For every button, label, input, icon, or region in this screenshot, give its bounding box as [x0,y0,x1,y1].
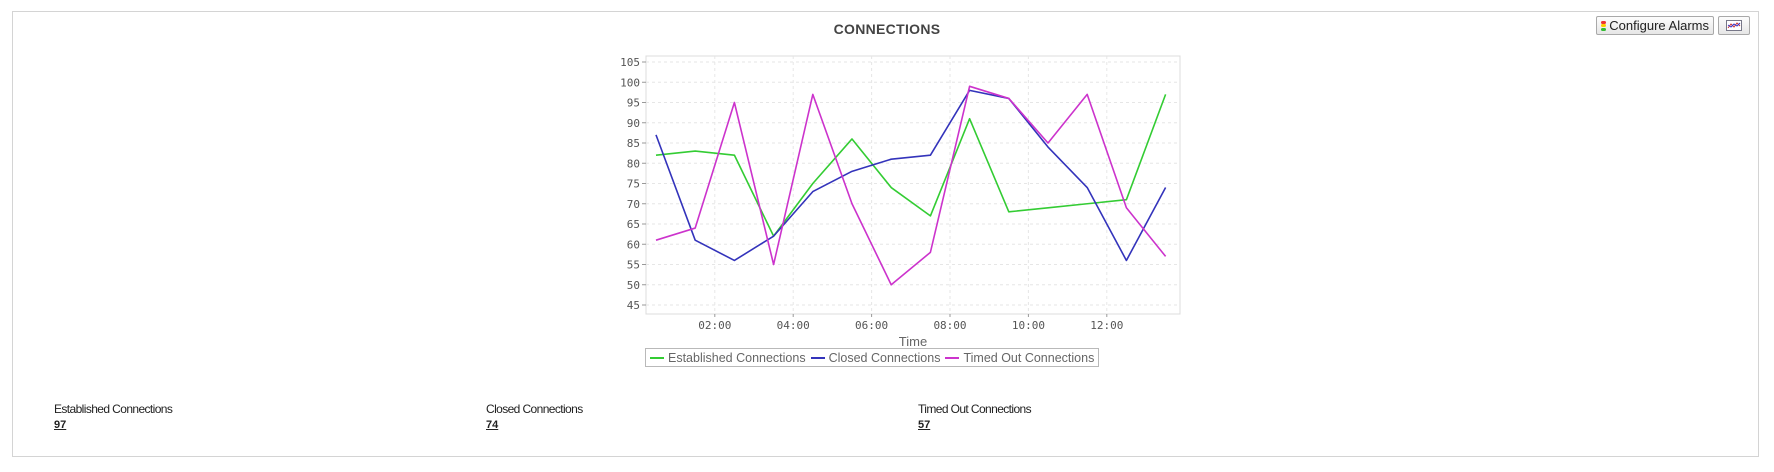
x-tick-label: 10:00 [1012,319,1045,332]
line-graph-icon [1726,20,1742,31]
summary-value-link[interactable]: 74 [486,419,499,431]
legend-item: Timed Out Connections [945,351,1094,365]
x-tick-label: 08:00 [933,319,966,332]
x-tick-label: 12:00 [1090,319,1123,332]
y-tick-label: 75 [627,178,640,191]
traffic-light-icon [1601,20,1607,31]
graph-view-button[interactable] [1718,16,1750,35]
legend-swatch [650,356,664,359]
y-tick-label: 105 [620,56,640,69]
summary-label: Timed Out Connections [918,402,1032,416]
chart-title: CONNECTIONS [833,21,941,37]
summary-value-link[interactable]: 97 [54,419,67,431]
y-tick-label: 100 [620,76,640,89]
y-tick-label: 90 [627,117,640,130]
legend-swatch [810,356,825,359]
y-tick-label: 95 [627,97,640,110]
x-tick-label: 06:00 [855,319,888,332]
x-axis-title: Time [899,334,927,349]
summary-timed-out: Timed Out Connections 57 [918,402,1032,431]
y-tick-label: 70 [627,198,640,211]
series-line [655,94,1167,237]
plot-area [645,55,1181,315]
y-tick-label: 55 [627,259,640,272]
legend-label: Timed Out Connections [963,350,1095,365]
configure-alarms-button[interactable]: Configure Alarms [1596,16,1714,35]
y-tick-label: 85 [627,137,640,150]
summary-established: Established Connections 97 [54,402,173,431]
summary-closed: Closed Connections 74 [486,402,583,431]
configure-alarms-label: Configure Alarms [1609,18,1709,33]
legend-item: Established Connections [650,351,806,365]
summary-label: Closed Connections [486,402,583,416]
x-tick-label: 04:00 [777,319,810,332]
y-tick-label: 50 [627,279,640,292]
y-tick-label: 45 [627,299,640,312]
y-tick-label: 80 [627,157,640,170]
series-line [655,85,1167,286]
legend-label: Established Connections [668,350,806,365]
summary-value-link[interactable]: 57 [918,419,931,431]
legend-swatch [945,356,960,359]
chart-toolbar: Configure Alarms [1596,16,1750,35]
chart-legend: Established Connections Closed Connection… [645,348,1100,367]
summary-label: Established Connections [54,402,173,416]
x-tick-label: 02:00 [698,319,731,332]
y-tick-label: 65 [627,218,640,231]
legend-item: Closed Connections [810,350,941,365]
y-tick-label: 60 [627,238,640,251]
legend-label: Closed Connections [828,350,941,365]
series-line [655,89,1167,262]
